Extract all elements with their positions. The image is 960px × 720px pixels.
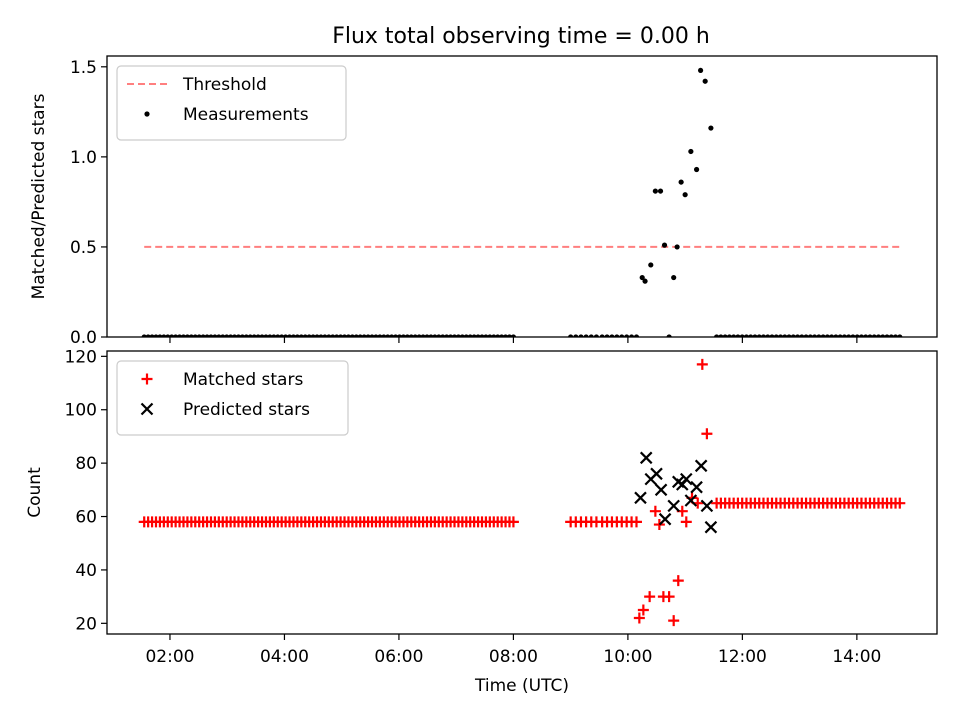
matched-star-point — [644, 591, 656, 603]
matched-star-point — [668, 615, 680, 627]
predicted-star-point — [700, 499, 714, 513]
legend-label: Measurements — [183, 105, 309, 125]
x-tick-label: 06:00 — [374, 647, 423, 667]
predicted-star-point — [634, 491, 647, 505]
legend-marker-swatch — [144, 111, 150, 117]
predicted-star-point — [650, 467, 663, 481]
x-tick-label: 08:00 — [489, 647, 538, 667]
y-tick-label: 1.0 — [70, 148, 97, 168]
matched-star-point — [696, 358, 708, 370]
measurement-point — [642, 278, 648, 284]
y-tick-label: 80 — [75, 454, 97, 474]
y-axis-label: Count — [25, 467, 45, 518]
predicted-star-point — [658, 512, 672, 526]
matched-star-point — [630, 516, 642, 528]
predicted-star-point — [680, 472, 693, 486]
x-tick-label: 10:00 — [603, 647, 652, 667]
measurement-point — [671, 274, 677, 281]
predicted-star-point — [639, 451, 653, 465]
plot-area — [138, 358, 906, 627]
x-tick-label: 04:00 — [260, 647, 309, 667]
legend-label: Threshold — [182, 75, 267, 95]
predicted-star-point — [667, 499, 680, 513]
measurement-point — [661, 242, 668, 248]
legend-marker-swatch — [141, 373, 153, 385]
y-tick-label: 60 — [75, 508, 97, 528]
bottom-panel: 20 40 60 80 100 120 02:00 04:00 06:00 08:00 10:00 1… — [25, 347, 938, 696]
legend-box — [116, 360, 349, 436]
x-axis-label: Time (UTC) — [474, 676, 569, 696]
matched-star-point — [663, 591, 675, 603]
measurement-point — [693, 166, 700, 173]
matched-star-point — [633, 612, 645, 624]
measurement-point — [708, 125, 714, 131]
top-panel: 0.0 0.5 1.0 1.5 Matched/Predicted stars Thres… — [29, 55, 938, 348]
measurement-point — [648, 262, 654, 268]
predicted-star-point — [654, 483, 668, 497]
measurement-point — [697, 67, 704, 74]
y-tick-label: 1.5 — [70, 58, 97, 78]
matched-star-point — [653, 519, 665, 531]
legend-label: Predicted stars — [183, 400, 310, 420]
y-tick-label: 120 — [65, 347, 97, 367]
measurement-point — [639, 274, 645, 281]
legend-marker-swatch — [140, 402, 154, 416]
measurement-point — [657, 188, 664, 194]
predicted-star-point — [694, 459, 708, 473]
measurement-point — [702, 78, 708, 84]
series-matched-stars — [138, 358, 906, 627]
series-predicted-stars — [634, 451, 718, 534]
legend: Matched stars Predicted stars — [116, 360, 349, 436]
predicted-star-point — [684, 494, 698, 507]
matched-star-point — [701, 428, 713, 440]
axes-frame — [106, 350, 938, 635]
y-tick-label: 20 — [75, 614, 97, 634]
matched-star-point — [680, 516, 692, 528]
measurement-point — [652, 188, 658, 194]
matched-star-point — [894, 497, 906, 509]
axes-frame — [106, 55, 938, 338]
matched-star-point — [637, 604, 649, 616]
measurement-point — [682, 192, 688, 198]
matched-star-point — [507, 516, 519, 528]
y-tick-label: 0.5 — [70, 238, 97, 258]
y-tick-label: 0.0 — [70, 328, 97, 348]
matched-star-point — [672, 575, 684, 587]
x-tick-label: 02:00 — [145, 647, 194, 667]
predicted-star-point — [704, 520, 718, 534]
y-tick-label: 40 — [75, 561, 97, 581]
y-axis-label: Matched/Predicted stars — [29, 93, 49, 299]
legend-box — [116, 65, 347, 141]
legend-label: Matched stars — [183, 370, 303, 390]
figure-title: Flux total observing time = 0.00 h — [332, 24, 710, 49]
legend: Threshold Measurements — [116, 65, 347, 141]
predicted-star-point — [690, 480, 703, 494]
measurement-point — [674, 244, 680, 250]
measurement-point — [688, 148, 694, 155]
matched-star-point — [649, 505, 661, 517]
x-tick-label: 12:00 — [718, 647, 767, 667]
y-tick-label: 100 — [65, 401, 97, 421]
measurement-point — [678, 179, 684, 185]
x-tick-label: 14:00 — [832, 647, 881, 667]
